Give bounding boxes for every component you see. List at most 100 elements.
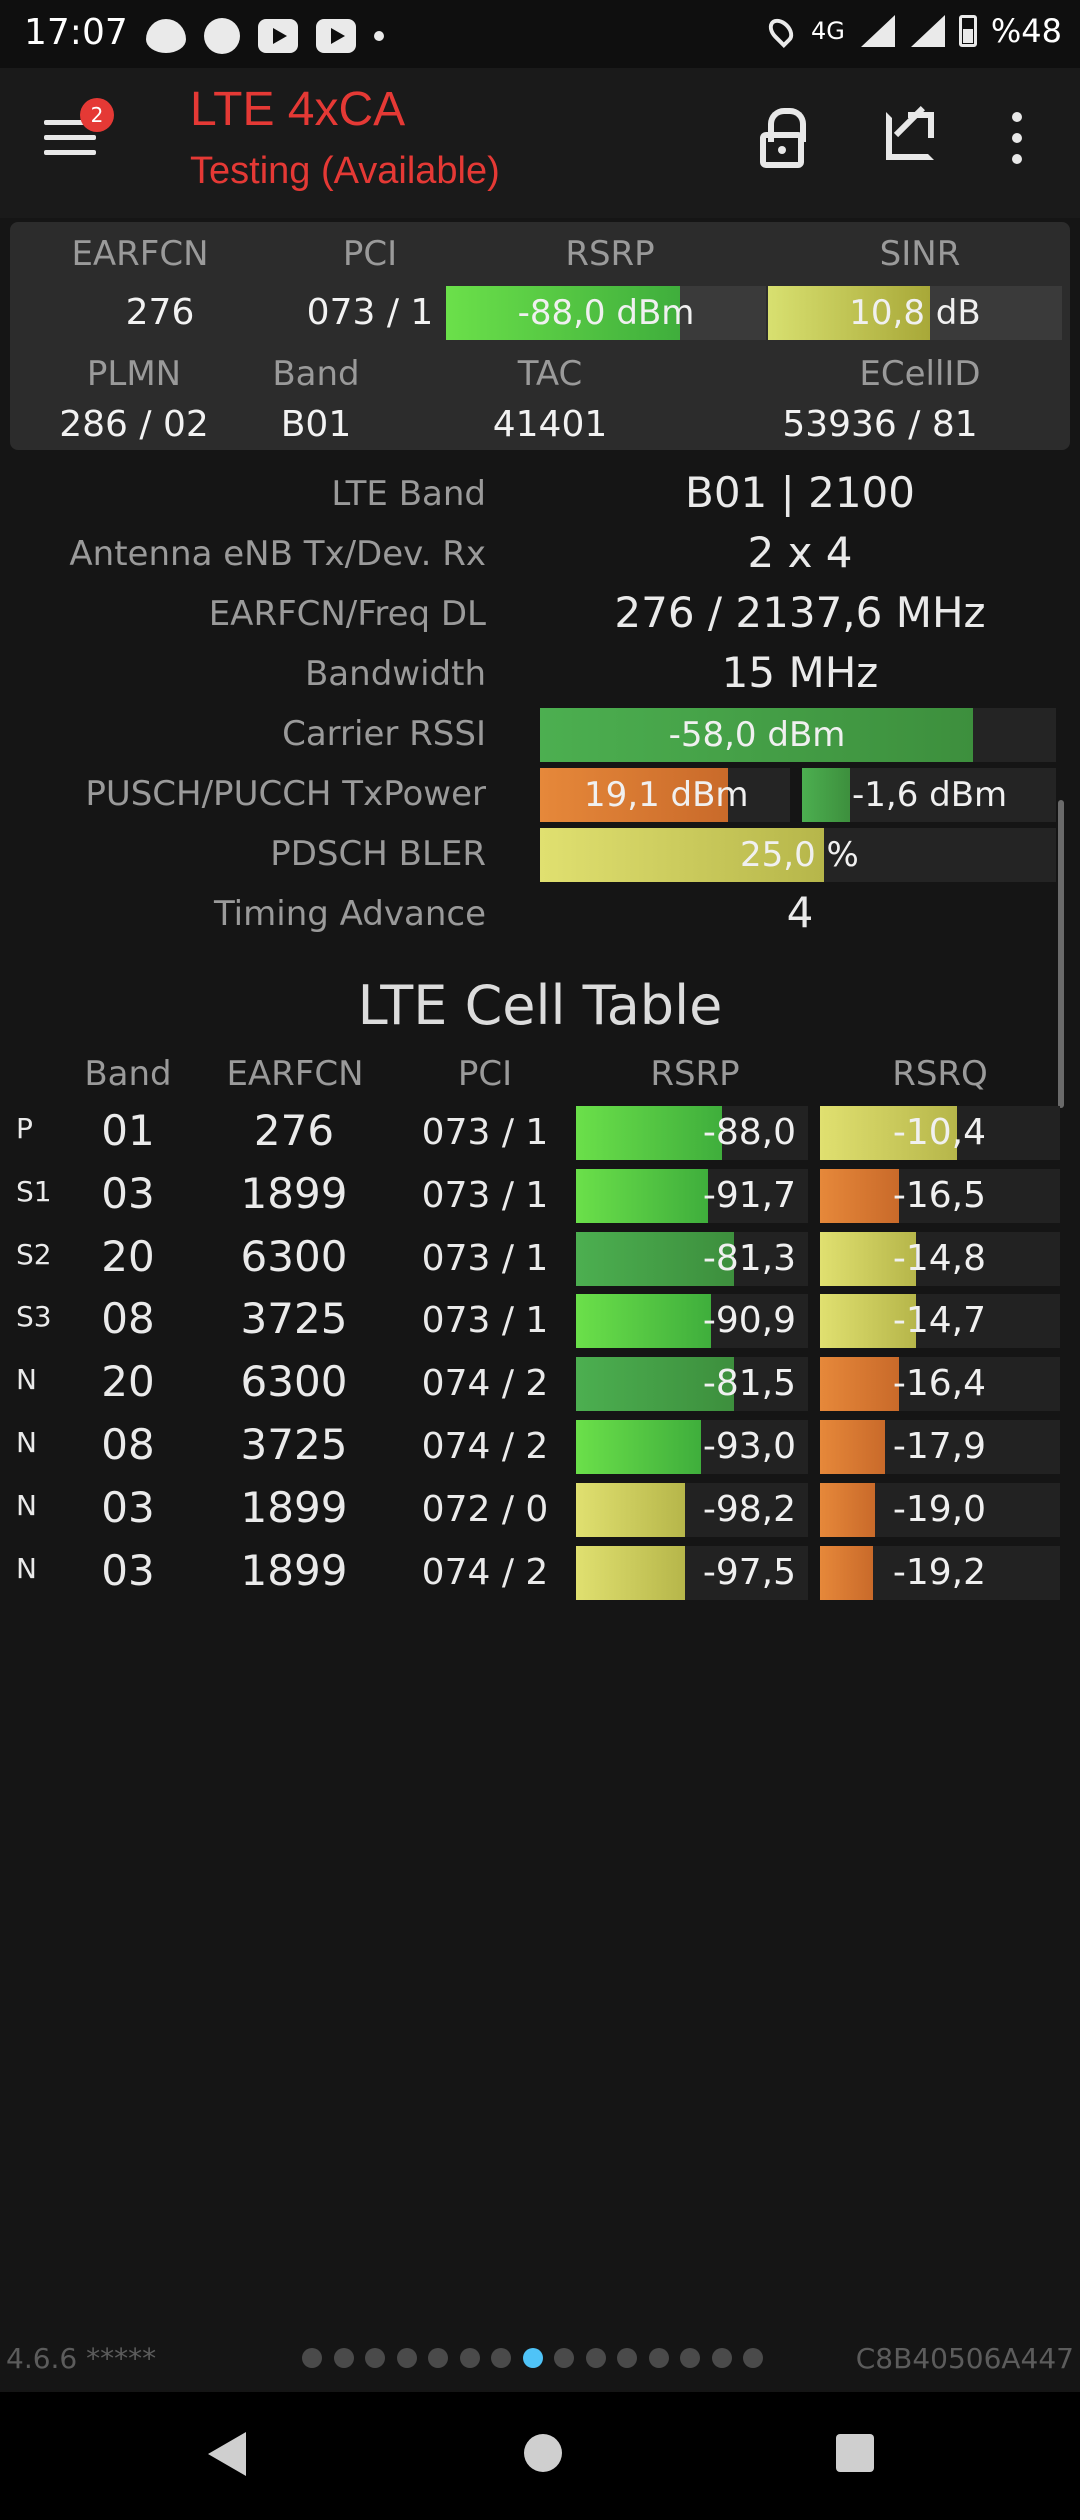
lte-band-value: B01 | 2100 xyxy=(685,468,915,517)
cell-pci: 073 / 1 xyxy=(421,1174,549,1216)
table-row[interactable]: N 03 1899 072 / 0 -98,2 -19,0 xyxy=(0,1479,1080,1541)
table-row[interactable]: S1 03 1899 073 / 1 -91,7 -16,5 xyxy=(0,1165,1080,1227)
table-row[interactable]: S2 20 6300 073 / 1 -81,3 -14,8 xyxy=(0,1228,1080,1290)
table-row[interactable]: N 20 6300 074 / 2 -81,5 -16,4 xyxy=(0,1353,1080,1415)
table-row[interactable]: P 01 276 073 / 1 -88,0 -10,4 xyxy=(0,1102,1080,1164)
page-dot-active[interactable] xyxy=(522,2348,543,2368)
rsrq-bar: -14,8 xyxy=(820,1231,1060,1286)
earfcn-freq-label: EARFCN/Freq DL xyxy=(208,594,486,634)
rsrp-bar-fill xyxy=(576,1168,709,1223)
sinr-label: SINR xyxy=(879,234,961,274)
page-dot[interactable] xyxy=(554,2348,574,2368)
page-dot[interactable] xyxy=(617,2348,637,2368)
rsrp-bar-fill xyxy=(576,1231,734,1286)
menu-button[interactable] xyxy=(44,120,96,160)
header-rsrq: RSRQ xyxy=(892,1054,988,1094)
page-dot[interactable] xyxy=(459,2348,480,2368)
cell-earfcn: 6300 xyxy=(240,1357,348,1407)
table-row[interactable]: N 03 1899 074 / 2 -97,5 -19,2 xyxy=(0,1542,1080,1604)
rsrq-bar: -16,5 xyxy=(820,1168,1060,1223)
carrier-rssi-value: -58,0 dBm xyxy=(668,715,846,755)
cell-rsrp: -98,2 xyxy=(702,1488,796,1530)
band-label: Band xyxy=(272,354,360,394)
cell-band: 08 xyxy=(101,1420,155,1469)
lock-icon[interactable] xyxy=(760,108,808,168)
cell-type: N xyxy=(16,1488,37,1522)
cell-pci: 073 / 1 xyxy=(421,1237,549,1279)
page-dot[interactable] xyxy=(333,2348,354,2368)
home-icon[interactable] xyxy=(524,2434,562,2472)
cell-rsrp: -90,9 xyxy=(702,1300,796,1342)
rsrp-bar-fill xyxy=(576,1106,723,1160)
page-dot[interactable] xyxy=(585,2348,606,2368)
notification-badge: 2 xyxy=(80,98,114,132)
cell-rsrq: -17,9 xyxy=(892,1426,986,1467)
cell-pci: 074 / 2 xyxy=(421,1363,549,1405)
pci-label: PCI xyxy=(342,234,398,274)
page-dot[interactable] xyxy=(428,2348,448,2368)
rsrp-bar: -98,2 xyxy=(576,1482,808,1537)
back-icon[interactable] xyxy=(208,2432,246,2476)
pusch-power-fill xyxy=(540,768,728,822)
recent-apps-icon[interactable] xyxy=(836,2434,874,2472)
header-band: Band xyxy=(84,1054,172,1094)
cell-type: S2 xyxy=(16,1237,52,1271)
status-right: 4G %48 xyxy=(764,12,1062,50)
tac-label: TAC xyxy=(517,354,583,394)
signal-icon xyxy=(859,15,895,47)
app-subtitle: Testing (Available) xyxy=(190,150,500,192)
network-type: 4G xyxy=(811,17,845,45)
timing-advance-label: Timing Advance xyxy=(213,894,486,934)
rsrp-bar-fill xyxy=(576,1545,686,1600)
page-dot[interactable] xyxy=(743,2348,763,2368)
cell-pci: 073 / 1 xyxy=(421,1112,549,1153)
circle-notification-icon xyxy=(204,18,240,54)
bandwidth-label: Bandwidth xyxy=(304,654,486,694)
cell-type: N xyxy=(16,1426,37,1459)
pci-value: 073 / 1 xyxy=(306,292,434,333)
cell-rsrq: -14,7 xyxy=(892,1300,986,1342)
page-dot[interactable] xyxy=(711,2348,732,2368)
table-row[interactable]: S3 08 3725 073 / 1 -90,9 -14,7 xyxy=(0,1290,1080,1352)
battery-percent: %48 xyxy=(990,12,1062,50)
battery-icon xyxy=(958,15,977,47)
cell-earfcn: 276 xyxy=(253,1106,335,1155)
cell-type: S1 xyxy=(16,1174,52,1208)
page-dot[interactable] xyxy=(491,2348,511,2368)
sinr-bar-fill xyxy=(768,286,930,340)
header-pci: PCI xyxy=(457,1054,513,1094)
lte-band-label: LTE Band xyxy=(331,474,486,514)
scrollbar[interactable] xyxy=(1058,800,1064,1108)
page-dot[interactable] xyxy=(648,2348,669,2368)
earfcn-label: EARFCN xyxy=(71,234,209,274)
status-bar: 17:07 4G %48 xyxy=(0,0,1080,68)
cell-band: 20 xyxy=(101,1357,155,1407)
cell-earfcn: 3725 xyxy=(240,1294,348,1344)
rsrq-bar-fill xyxy=(820,1106,957,1160)
rsrp-bar: -90,9 xyxy=(576,1294,808,1349)
page-dot[interactable] xyxy=(396,2348,417,2368)
status-time: 17:07 xyxy=(24,12,128,53)
rsrp-value: -88,0 dBm xyxy=(517,293,695,333)
cell-earfcn: 6300 xyxy=(240,1231,348,1281)
cell-rsrq: -19,0 xyxy=(892,1488,986,1530)
notification-icons xyxy=(146,16,384,56)
sinr-bar: 10,8 dB xyxy=(768,286,1062,340)
serving-cell-summary: EARFCN PCI RSRP SINR 276 073 / 1 -88,0 d… xyxy=(10,222,1070,450)
cell-pci: 074 / 2 xyxy=(421,1426,549,1467)
cell-band: 03 xyxy=(101,1168,155,1218)
more-options-icon[interactable] xyxy=(1012,112,1024,168)
page-dot[interactable] xyxy=(365,2348,385,2368)
open-external-icon[interactable] xyxy=(886,112,934,160)
cell-pci: 072 / 0 xyxy=(421,1488,549,1530)
page-dot[interactable] xyxy=(302,2348,322,2368)
ecellid-value: 53936 / 81 xyxy=(782,404,978,445)
table-row[interactable]: N 08 3725 074 / 2 -93,0 -17,9 xyxy=(0,1416,1080,1478)
header-rsrp: RSRP xyxy=(650,1054,740,1094)
rsrq-bar-fill xyxy=(820,1545,873,1600)
cell-rsrq: -16,5 xyxy=(892,1174,986,1216)
page-indicator[interactable] xyxy=(302,2348,763,2368)
cell-rsrp: -93,0 xyxy=(702,1426,796,1467)
ecellid-label: ECellID xyxy=(859,354,981,394)
page-dot[interactable] xyxy=(680,2348,700,2368)
